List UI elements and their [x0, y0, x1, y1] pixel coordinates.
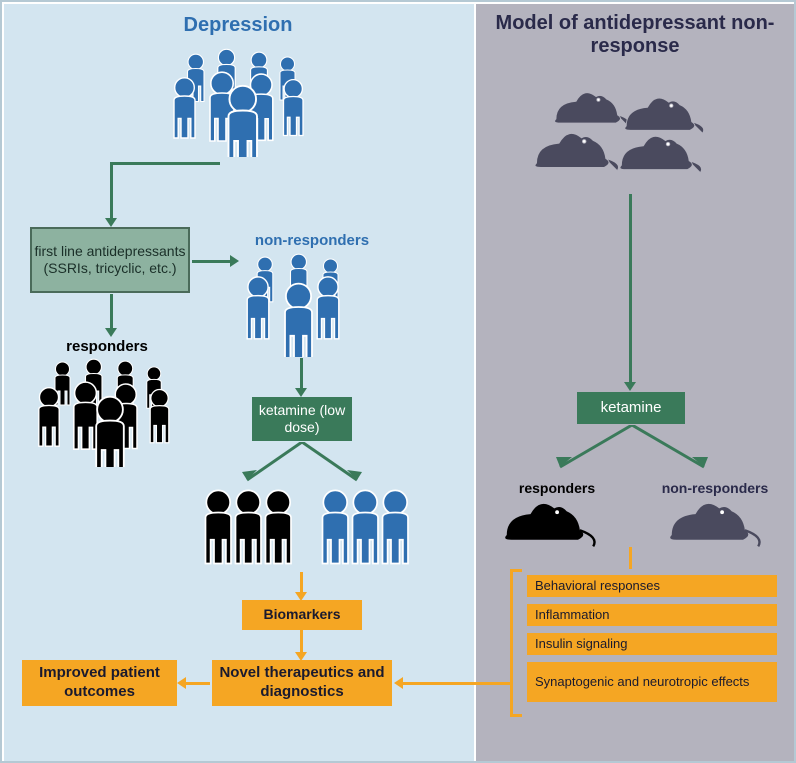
box-novel: Novel therapeutics and diagnostics [212, 660, 392, 706]
arrow-list-novel [402, 682, 510, 685]
arrow-split-right [512, 425, 752, 480]
box-behav: Behavioral responses [527, 575, 777, 597]
mouse-nonresponder [667, 497, 767, 557]
box-synapto: Synaptogenic and neurotropic effects [527, 662, 777, 702]
novel-text: Novel therapeutics and diagnostics [212, 664, 392, 702]
diagram-container: Depression Model of antidepressant non-r… [0, 0, 796, 763]
ketamine-text: ketamine [601, 399, 662, 418]
box-improved: Improved patient outcomes [22, 660, 177, 706]
arrow-novel-imp [184, 682, 210, 685]
arrow-elbow-v1 [110, 162, 113, 220]
arrow-bio-novel [300, 630, 303, 654]
arrow-mice-ket [629, 194, 632, 384]
arrow-head-7 [177, 677, 186, 689]
people-ket-nonresponders [314, 487, 414, 575]
arrow-fl-nr [192, 260, 232, 263]
arrow-head-2 [230, 255, 239, 267]
arrow-head-1 [105, 218, 117, 227]
insulin-text: Insulin signaling [535, 636, 628, 652]
box-insulin: Insulin signaling [527, 633, 777, 655]
ket-low-text: ketamine (low dose) [252, 402, 352, 437]
synapto-text: Synaptogenic and neurotropic effects [535, 674, 749, 690]
box-firstline-text: first line antidepressants (SSRIs, tricy… [32, 243, 188, 278]
box-inflam: Inflammation [527, 604, 777, 626]
mice-group [532, 82, 732, 192]
arrow-elbow-h1 [110, 162, 220, 165]
arrow-fl-resp [110, 294, 113, 330]
people-nonresponders [240, 252, 370, 357]
people-depression-big [167, 47, 312, 157]
title-depression: Depression [2, 14, 474, 37]
people-responders [32, 357, 187, 467]
inflam-text: Inflammation [535, 607, 609, 623]
arrow-head-3 [105, 328, 117, 337]
arrow-split-left [202, 442, 402, 492]
label-nonresponders-m: non-responders [650, 480, 780, 496]
mouse-responder [502, 497, 602, 557]
title-model: Model of antidepressant non-response [476, 12, 794, 58]
arrow-mice-list [629, 547, 632, 569]
box-ketamine-low: ketamine (low dose) [252, 397, 352, 441]
box-biomarkers: Biomarkers [242, 600, 362, 630]
arrow-to-biomarkers [300, 572, 303, 594]
arrow-head-9 [394, 677, 403, 689]
behav-text: Behavioral responses [535, 578, 660, 594]
bracket [510, 569, 522, 717]
arrow-head-4 [295, 388, 307, 397]
arrow-head-8 [624, 382, 636, 391]
improved-text: Improved patient outcomes [22, 664, 177, 702]
arrow-nr-ket [300, 358, 303, 390]
label-responders-h: responders [42, 338, 172, 355]
box-ketamine: ketamine [577, 392, 685, 424]
people-ket-responders [197, 487, 297, 575]
label-responders-m: responders [502, 480, 612, 496]
box-firstline: first line antidepressants (SSRIs, tricy… [30, 227, 190, 293]
biomarkers-text: Biomarkers [263, 606, 340, 624]
label-nonresponders-h: non-responders [237, 232, 387, 249]
